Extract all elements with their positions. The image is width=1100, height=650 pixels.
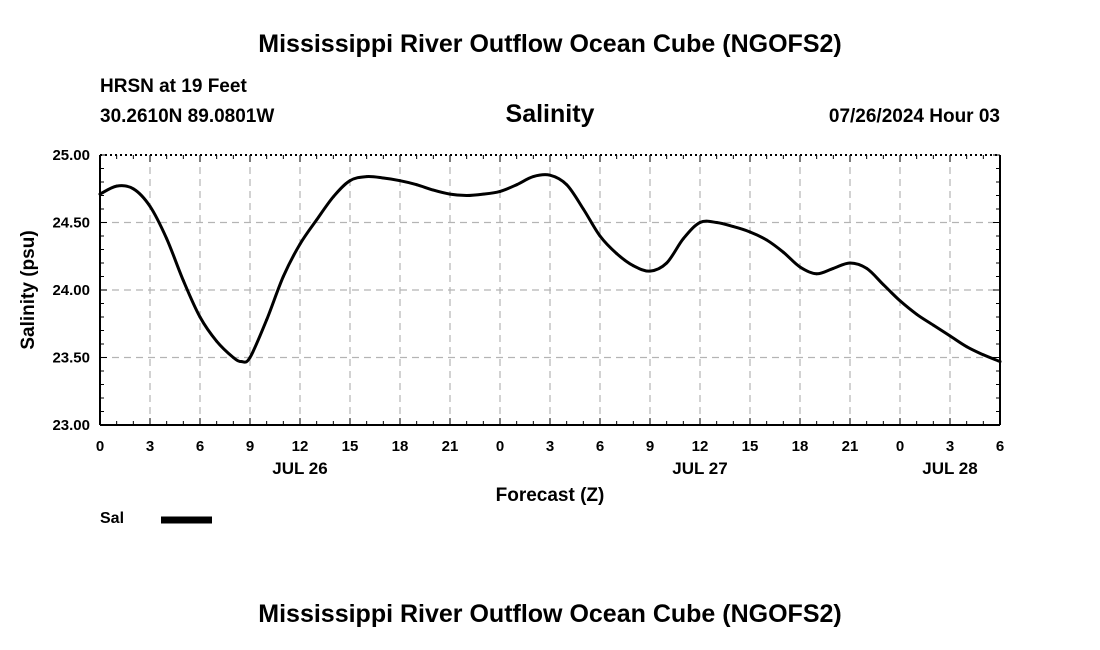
data-point [215,339,219,343]
date-label: JUL 27 [672,459,727,478]
data-point [631,264,635,268]
data-point [431,188,435,192]
data-point [798,265,802,269]
x-tick-label: 15 [742,438,759,455]
y-tick-label: 23.00 [52,417,90,434]
data-point [565,183,569,187]
data-point [731,225,735,228]
x-tick-label: 3 [546,438,554,455]
data-point [240,360,244,363]
data-point [348,179,352,183]
data-point [248,356,252,359]
x-tick-label: 0 [496,438,504,455]
chart-title: Mississippi River Outflow Ocean Cube (NG… [258,30,842,58]
data-point [198,315,202,319]
station-coordinates: 30.2610N 89.0801W [100,106,275,127]
y-tick-label: 25.00 [52,147,90,164]
x-tick-label: 18 [392,438,409,455]
x-tick-label: 9 [646,438,654,455]
data-point [381,176,385,180]
x-tick-label: 6 [196,438,204,455]
data-point [698,221,702,224]
axis-labels: 0 3 6 9 12 15 18 21 0 3 6 9 12 15 18 21 0 3 6 23.00 23.50 24.… [18,147,1004,506]
data-point [231,356,235,359]
forecast-datetime: 07/26/2024 Hour 03 [828,106,1000,127]
x-tick-label: 9 [246,438,254,455]
x-tick-label: 6 [596,438,604,455]
x-tick-label: 21 [442,438,459,455]
data-point [131,187,135,191]
data-point [765,238,769,242]
date-label: JUL 28 [922,459,977,478]
data-point [781,250,785,254]
data-point [498,190,502,193]
data-point [815,272,819,276]
date-label: JUL 26 [272,459,327,478]
data-point [948,334,952,338]
variable-title: Salinity [505,100,595,128]
data-point [865,267,869,270]
station-label: HRSN at 19 Feet [100,76,247,97]
data-point [365,175,369,179]
x-tick-label: 18 [792,438,809,455]
legend-label: Sal [100,510,125,527]
data-point [965,345,969,349]
data-point [265,318,269,322]
x-tick-label: 12 [292,438,309,455]
data-point [931,323,935,327]
x-tick-label: 21 [842,438,859,455]
x-tick-label: 0 [896,438,904,455]
data-point [531,175,535,179]
data-point [515,183,519,187]
y-tick-label: 24.50 [52,215,90,232]
x-tick-label: 6 [996,438,1004,455]
x-tick-label: 15 [342,438,359,455]
data-point [115,184,119,188]
data-point [615,252,619,255]
data-point [915,312,919,316]
data-point [981,353,985,357]
data-point [181,279,185,282]
data-point [748,230,752,234]
series-layer [98,173,1002,364]
data-point [298,242,302,246]
x-axis-title: Forecast (Z) [496,485,605,506]
x-tick-label: 12 [692,438,709,455]
data-point [281,275,285,278]
data-point [448,192,452,196]
data-point [848,261,852,265]
data-point [581,207,585,211]
data-point [548,173,552,177]
x-tick-label: 3 [946,438,954,455]
data-point [648,269,652,273]
y-axis-title: Salinity (psu) [18,230,39,349]
data-point [415,183,419,187]
footer-title: Mississippi River Outflow Ocean Cube (NG… [258,600,842,628]
data-point [148,204,152,208]
data-point [998,360,1002,363]
data-point [598,234,602,238]
data-point [315,218,319,222]
data-point [481,192,485,196]
data-point [881,283,885,286]
data-point [465,194,469,197]
data-point [331,195,335,199]
y-tick-label: 24.00 [52,282,90,299]
x-tick-label: 3 [146,438,154,455]
grid [100,155,1000,425]
data-point [831,267,835,270]
data-point [665,261,669,265]
data-point [898,299,902,303]
data-point [681,237,685,241]
data-point [398,179,402,183]
y-tick-label: 23.50 [52,350,90,367]
data-point [98,192,102,196]
x-tick-label: 0 [96,438,104,455]
axes [99,154,1001,426]
data-point [715,221,719,224]
data-point [165,237,169,241]
